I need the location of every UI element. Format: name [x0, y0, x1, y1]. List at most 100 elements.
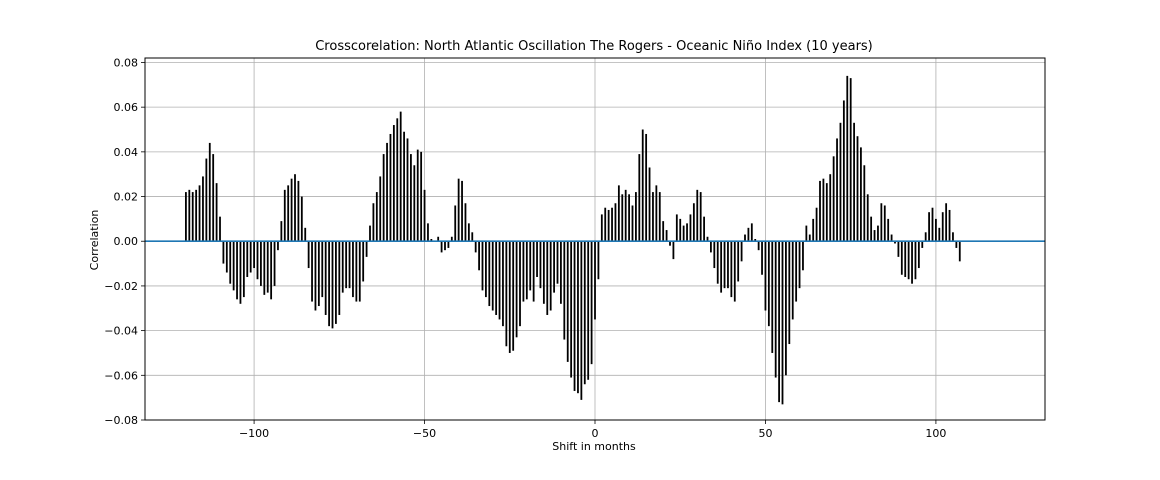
bar [870, 216, 873, 242]
bar [485, 241, 487, 298]
bar [467, 223, 470, 242]
bar [635, 192, 637, 242]
bar [219, 216, 221, 242]
x-tick-label: 100 [925, 427, 946, 440]
bar [191, 192, 194, 242]
bar [290, 178, 293, 242]
bar [931, 207, 934, 242]
bar [669, 241, 671, 246]
bar [566, 241, 569, 362]
bar [277, 241, 279, 251]
bar [594, 241, 596, 320]
bar [795, 241, 798, 302]
bar [423, 189, 426, 242]
bar [941, 212, 944, 242]
bar [580, 241, 583, 400]
bar [815, 207, 818, 242]
bar [744, 234, 746, 242]
bar [897, 241, 900, 257]
bar [328, 241, 330, 327]
bar [740, 241, 743, 262]
bar [924, 232, 927, 242]
bar [205, 158, 208, 242]
bar [375, 192, 378, 242]
bar [317, 241, 320, 307]
bar [539, 241, 542, 289]
bar [570, 241, 573, 378]
bar [856, 136, 859, 242]
bar [730, 241, 733, 298]
bar [890, 234, 893, 242]
bar [345, 241, 348, 289]
bar [737, 241, 740, 282]
bar [297, 180, 300, 242]
bar [471, 232, 474, 242]
bar [440, 241, 443, 253]
bar [266, 241, 269, 293]
bar [771, 241, 774, 353]
bar [696, 189, 699, 242]
y-tick-label: 0.06 [114, 101, 139, 114]
bar [621, 194, 624, 242]
bar [256, 241, 259, 280]
bar [699, 192, 702, 242]
bar [321, 241, 324, 298]
bar [491, 241, 494, 311]
x-tick-label: −100 [239, 427, 269, 440]
bar [389, 133, 392, 242]
bar [774, 241, 777, 378]
bar [283, 189, 286, 242]
bar [358, 241, 361, 302]
bar [863, 165, 866, 242]
bar [481, 241, 484, 291]
x-tick-label: −50 [413, 427, 436, 440]
bar [474, 241, 477, 253]
bar [198, 185, 201, 242]
bar [842, 100, 845, 242]
plot-frame [144, 57, 1046, 421]
bar [573, 241, 576, 391]
bar [362, 241, 365, 282]
bar [338, 241, 341, 315]
bar [437, 236, 440, 242]
bar [600, 214, 603, 242]
x-axis-label: Shift in months [552, 440, 636, 453]
bar [386, 142, 388, 242]
bar [808, 234, 811, 242]
bar [822, 178, 825, 242]
bar [665, 230, 668, 242]
bar [757, 241, 760, 251]
bar [478, 241, 480, 271]
bar [242, 241, 245, 298]
bar [611, 207, 613, 242]
bar [921, 241, 924, 248]
bar [505, 241, 508, 347]
bar [825, 183, 828, 242]
bar [798, 241, 801, 289]
bar [553, 241, 555, 293]
bar [270, 241, 273, 300]
bar [655, 185, 658, 242]
bar [614, 203, 617, 242]
bar [341, 241, 344, 293]
bar [260, 241, 262, 286]
bar [365, 241, 368, 257]
bar [883, 205, 886, 242]
bar [727, 241, 729, 289]
bar [604, 207, 607, 242]
bar [403, 131, 405, 242]
bar [280, 221, 283, 242]
bar [791, 241, 794, 320]
bar [617, 185, 620, 242]
bar [887, 218, 890, 242]
bar [382, 154, 385, 242]
bar [413, 165, 416, 242]
bar [710, 241, 712, 253]
bar [785, 241, 787, 376]
bar [307, 241, 310, 269]
bar [689, 214, 692, 242]
y-tick-label: −0.06 [104, 369, 138, 382]
bar [607, 209, 610, 242]
bar [536, 241, 538, 277]
